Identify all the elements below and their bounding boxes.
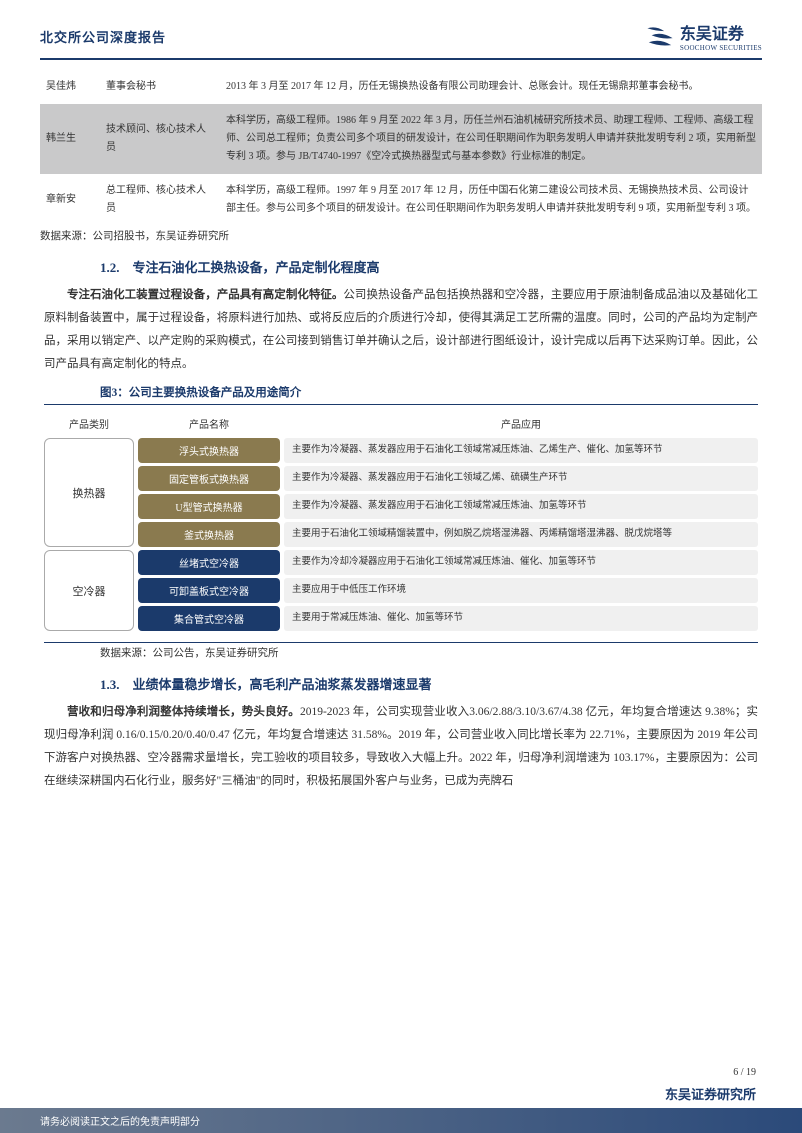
product-pill: U型管式换热器 bbox=[138, 494, 280, 519]
table-row: 章新安 总工程师、核心技术人员 本科学历，高级工程师。1997 年 9 月至 2… bbox=[40, 174, 762, 226]
app-box: 主要作为冷凝器、蒸发器应用于石油化工领域乙烯、硫磺生产环节 bbox=[284, 466, 758, 490]
page-container: 北交所公司深度报告 东吴证券 SOOCHOW SECURITIES 吴佳炜 董事… bbox=[0, 0, 802, 1133]
figure-3-frame: 产品类别 产品名称 产品应用 换热器浮头式换热器 主要作为冷凝器、蒸发器应用于石… bbox=[44, 404, 758, 643]
product-pill: 集合管式空冷器 bbox=[138, 606, 280, 631]
category-cell: 空冷器 bbox=[44, 550, 134, 631]
product-row: 空冷器丝堵式空冷器 主要作为冷却冷凝器应用于石油化工领域常减压炼油、催化、加氢等… bbox=[44, 550, 758, 575]
para-lead-13: 营收和归母净利润整体持续增长，势头良好。 bbox=[67, 706, 300, 718]
product-app-cell: 主要应用于中低压工作环境 bbox=[284, 578, 758, 603]
product-row: 换热器浮头式换热器 主要作为冷凝器、蒸发器应用于石油化工领域常减压炼油、乙烯生产… bbox=[44, 438, 758, 463]
product-name-cell: 固定管板式换热器 bbox=[134, 466, 284, 491]
app-box: 主要应用于中低压工作环境 bbox=[284, 578, 758, 602]
cell-role: 董事会秘书 bbox=[100, 70, 220, 104]
app-box: 主要作为冷却冷凝器应用于石油化工领域常减压炼油、催化、加氢等环节 bbox=[284, 550, 758, 574]
table-source: 数据来源：公司招股书，东吴证券研究所 bbox=[40, 228, 762, 243]
app-box: 主要用于常减压炼油、催化、加氢等环节 bbox=[284, 606, 758, 630]
brand-logo: 东吴证券 SOOCHOW SECURITIES bbox=[646, 20, 762, 52]
personnel-table: 吴佳炜 董事会秘书 2013 年 3 月至 2017 年 12 月，历任无锡换热… bbox=[40, 70, 762, 226]
product-app-cell: 主要作为冷凝器、蒸发器应用于石油化工领域乙烯、硫磺生产环节 bbox=[284, 466, 758, 491]
col-header-app: 产品应用 bbox=[284, 416, 758, 435]
product-row: 可卸盖板式空冷器 主要应用于中低压工作环境 bbox=[44, 578, 758, 603]
product-row: 固定管板式换热器 主要作为冷凝器、蒸发器应用于石油化工领域乙烯、硫磺生产环节 bbox=[44, 466, 758, 491]
page-number: 6 / 19 bbox=[733, 1067, 756, 1078]
section-1-3-heading: 1.3. 业绩体量稳步增长，高毛利产品油浆蒸发器增速显著 bbox=[100, 674, 762, 693]
para-body-13: 2019-2023 年，公司实现营业收入3.06/2.88/3.10/3.67/… bbox=[44, 706, 758, 787]
app-box: 主要作为冷凝器、蒸发器应用于石油化工领域常减压炼油、乙烯生产、催化、加氢等环节 bbox=[284, 438, 758, 462]
app-box: 主要作为冷凝器、蒸发器应用于石油化工领域常减压炼油、加氢等环节 bbox=[284, 494, 758, 518]
product-app-cell: 主要作为冷却冷凝器应用于石油化工领域常减压炼油、催化、加氢等环节 bbox=[284, 550, 758, 575]
table-row: 韩兰生 技术顾问、核心技术人员 本科学历，高级工程师。1986 年 9 月至 2… bbox=[40, 104, 762, 174]
app-box: 主要用于石油化工领域精馏装置中，例如脱乙烷塔湿沸器、丙烯精馏塔湿沸器、脱戊烷塔等 bbox=[284, 522, 758, 546]
cell-name: 韩兰生 bbox=[40, 104, 100, 174]
col-header-name: 产品名称 bbox=[134, 416, 284, 435]
product-pill: 釜式换热器 bbox=[138, 522, 280, 547]
footer-disclaimer: 请务必阅读正文之后的免责声明部分 bbox=[40, 1113, 200, 1128]
product-name-cell: U型管式换热器 bbox=[134, 494, 284, 519]
product-app-cell: 主要作为冷凝器、蒸发器应用于石油化工领域常减压炼油、乙烯生产、催化、加氢等环节 bbox=[284, 438, 758, 463]
product-name-cell: 釜式换热器 bbox=[134, 522, 284, 547]
logo-cn: 东吴证券 bbox=[680, 20, 762, 44]
cell-desc: 本科学历，高级工程师。1986 年 9 月至 2022 年 3 月，历任兰州石油… bbox=[220, 104, 762, 174]
product-name-cell: 可卸盖板式空冷器 bbox=[134, 578, 284, 603]
col-header-type: 产品类别 bbox=[44, 416, 134, 435]
page-header: 北交所公司深度报告 东吴证券 SOOCHOW SECURITIES bbox=[40, 20, 762, 60]
cell-role: 总工程师、核心技术人员 bbox=[100, 174, 220, 226]
product-pill: 浮头式换热器 bbox=[138, 438, 280, 463]
logo-en: SOOCHOW SECURITIES bbox=[680, 44, 762, 52]
product-name-cell: 浮头式换热器 bbox=[134, 438, 284, 463]
logo-text: 东吴证券 SOOCHOW SECURITIES bbox=[680, 20, 762, 52]
product-app-cell: 主要用于石油化工领域精馏装置中，例如脱乙烷塔湿沸器、丙烯精馏塔湿沸器、脱戊烷塔等 bbox=[284, 522, 758, 547]
product-row: 釜式换热器 主要用于石油化工领域精馏装置中，例如脱乙烷塔湿沸器、丙烯精馏塔湿沸器… bbox=[44, 522, 758, 547]
figure-3-caption: 图3：公司主要换热设备产品及用途简介 bbox=[100, 384, 762, 400]
product-app-cell: 主要用于常减压炼油、催化、加氢等环节 bbox=[284, 606, 758, 631]
logo-icon bbox=[646, 25, 674, 47]
header-title: 北交所公司深度报告 bbox=[40, 27, 166, 46]
product-name-cell: 丝堵式空冷器 bbox=[134, 550, 284, 575]
cell-role: 技术顾问、核心技术人员 bbox=[100, 104, 220, 174]
product-pill: 可卸盖板式空冷器 bbox=[138, 578, 280, 603]
cell-name: 吴佳炜 bbox=[40, 70, 100, 104]
product-pill: 固定管板式换热器 bbox=[138, 466, 280, 491]
page-meta: 6 / 19 东吴证券研究所 bbox=[665, 1067, 756, 1103]
product-app-cell: 主要作为冷凝器、蒸发器应用于石油化工领域常减压炼油、加氢等环节 bbox=[284, 494, 758, 519]
category-cell: 换热器 bbox=[44, 438, 134, 547]
section-1-3-para: 营收和归母净利润整体持续增长，势头良好。2019-2023 年，公司实现营业收入… bbox=[44, 701, 758, 793]
table-row: 吴佳炜 董事会秘书 2013 年 3 月至 2017 年 12 月，历任无锡换热… bbox=[40, 70, 762, 104]
cell-desc: 本科学历，高级工程师。1997 年 9 月至 2017 年 12 月，历任中国石… bbox=[220, 174, 762, 226]
product-pill: 丝堵式空冷器 bbox=[138, 550, 280, 575]
footer-bar: 请务必阅读正文之后的免责声明部分 bbox=[0, 1108, 802, 1133]
cell-name: 章新安 bbox=[40, 174, 100, 226]
section-1-2-para: 专注石油化工装置过程设备，产品具有高定制化特征。公司换热设备产品包括换热器和空冷… bbox=[44, 284, 758, 376]
figure-3-source: 数据来源：公司公告，东吴证券研究所 bbox=[100, 645, 762, 660]
section-1-2-heading: 1.2. 专注石油化工换热设备，产品定制化程度高 bbox=[100, 257, 762, 276]
product-row: 集合管式空冷器 主要用于常减压炼油、催化、加氢等环节 bbox=[44, 606, 758, 631]
cell-desc: 2013 年 3 月至 2017 年 12 月，历任无锡换热设备有限公司助理会计… bbox=[220, 70, 762, 104]
product-name-cell: 集合管式空冷器 bbox=[134, 606, 284, 631]
product-table: 产品类别 产品名称 产品应用 换热器浮头式换热器 主要作为冷凝器、蒸发器应用于石… bbox=[44, 413, 758, 634]
institute-name: 东吴证券研究所 bbox=[665, 1084, 756, 1103]
para-body: 公司换热设备产品包括换热器和空冷器，主要应用于原油制备成品油以及基础化工原料制备… bbox=[44, 289, 758, 370]
para-lead: 专注石油化工装置过程设备，产品具有高定制化特征。 bbox=[67, 289, 343, 301]
product-row: U型管式换热器 主要作为冷凝器、蒸发器应用于石油化工领域常减压炼油、加氢等环节 bbox=[44, 494, 758, 519]
